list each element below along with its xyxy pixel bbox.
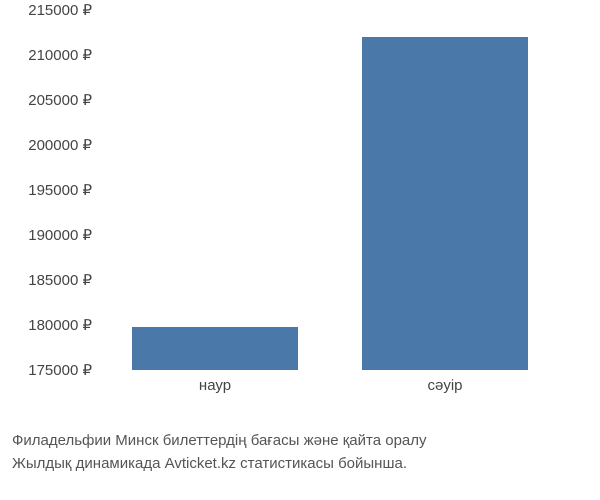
y-tick-label: 175000 ₽ (28, 361, 92, 379)
bar (132, 327, 298, 370)
y-tick-label: 185000 ₽ (28, 271, 92, 289)
x-tick-label: наур (199, 377, 231, 394)
chart-container: 175000 ₽ 180000 ₽ 185000 ₽ 190000 ₽ 195000 ₽… (0, 10, 580, 410)
y-tick-label: 200000 ₽ (28, 136, 92, 154)
y-axis: 175000 ₽180000 ₽185000 ₽190000 ₽195000 ₽… (0, 10, 100, 370)
caption-line-1: Филадельфии Минск билеттердің бағасы жән… (12, 430, 588, 453)
caption-line-2: Жылдық динамикада Avticket.kz статистика… (12, 453, 588, 476)
y-tick-label: 210000 ₽ (28, 46, 92, 64)
y-tick-label: 190000 ₽ (28, 226, 92, 244)
y-tick-label: 205000 ₽ (28, 91, 92, 109)
y-tick-label: 215000 ₽ (28, 1, 92, 19)
x-tick-label: сәуір (427, 377, 462, 394)
bar (362, 37, 528, 370)
y-tick-label: 180000 ₽ (28, 316, 92, 334)
chart-caption: Филадельфии Минск билеттердің бағасы жән… (12, 430, 588, 475)
x-axis: наур сәуір (100, 375, 560, 405)
y-tick-label: 195000 ₽ (28, 181, 92, 199)
plot-area (100, 10, 560, 370)
